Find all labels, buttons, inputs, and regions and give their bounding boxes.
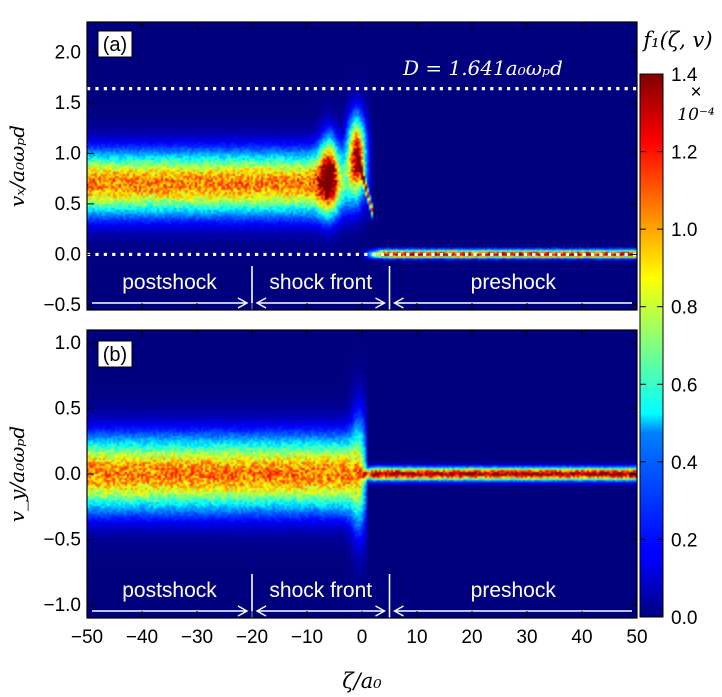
region-arrowhead — [255, 605, 267, 617]
x-tick-label: −10 — [291, 627, 323, 648]
colorbar-tick-label: 0.6 — [671, 375, 697, 396]
y-tick-label: 2.0 — [55, 42, 81, 63]
region-arrowhead — [393, 605, 404, 617]
x-tick-label: −30 — [181, 627, 213, 648]
panel-b-x-ticks: −50 −40 −30 −20 −10 0 10 20 30 40 50 — [71, 330, 648, 648]
region-label: postshock — [122, 579, 217, 602]
region-label: shock front — [269, 579, 372, 602]
colorbar-tick-label: 0.8 — [671, 298, 697, 319]
y-tick-label: 1.0 — [55, 333, 81, 354]
panel-b: postshock shock front preshock (b) −1.0 −0.… — [5, 329, 648, 648]
panel-b-heatmap — [87, 330, 637, 618]
colorbar-gradient — [639, 73, 664, 618]
y-tick-label: 1.0 — [55, 143, 81, 164]
x-tick-label: −40 — [126, 627, 158, 648]
region-arrowhead — [237, 297, 249, 309]
y-tick-label: −1.0 — [43, 595, 81, 616]
x-tick-label: 30 — [516, 627, 537, 648]
panel-a-label-box — [97, 30, 133, 58]
region-label: postshock — [122, 271, 217, 294]
panel-a-regions: postshock shock front preshock — [92, 266, 632, 310]
y-tick-label: 0.0 — [55, 244, 81, 265]
x-tick-label: 50 — [626, 627, 647, 648]
annotation-d: D = 1.641a₀ωₚd — [402, 56, 563, 80]
colorbar-tick-label: 1.2 — [671, 143, 697, 164]
region-arrowhead — [375, 605, 386, 617]
colorbar-tick-label: 1.0 — [671, 220, 697, 241]
panel-b-label: (b) — [103, 344, 127, 366]
y-tick-label: −0.5 — [43, 295, 81, 316]
panel-b-label-box — [97, 340, 133, 368]
region-arrowhead — [393, 297, 404, 309]
colorbar-ticks: 0.0 0.2 0.4 0.6 0.8 1.0 1.2 1.4 — [640, 65, 698, 629]
panel-a-x-ticks — [86, 22, 638, 310]
colorbar-tick-label: 0.0 — [671, 608, 697, 629]
panel-b-y-ticks: −1.0 −0.5 0.0 0.5 1.0 — [43, 333, 637, 616]
region-arrowhead — [255, 297, 267, 309]
y-tick-label: −0.5 — [43, 529, 81, 550]
x-tick-label: −20 — [236, 627, 268, 648]
colorbar-tick-label: 0.2 — [671, 530, 697, 551]
panel-a: postshock shock front preshock D = 1.641a₀… — [5, 21, 638, 316]
region-label: preshock — [471, 579, 557, 602]
y-tick-label: 1.5 — [55, 93, 81, 114]
y-tick-label: 0.5 — [55, 399, 81, 420]
x-tick-label: 40 — [571, 627, 592, 648]
x-axis-label: ζ/a₀ — [342, 669, 382, 693]
region-arrowhead — [375, 297, 386, 309]
region-label: preshock — [471, 271, 557, 294]
panel-b-y-axis-label: v_y/a₀ωₚd — [5, 426, 29, 522]
region-label: shock front — [269, 271, 372, 294]
panel-a-heatmap — [87, 22, 637, 310]
panel-a-label: (a) — [103, 34, 127, 56]
colorbar-multiplier: × — [690, 82, 701, 103]
colorbar-tick-label: 1.4 — [671, 65, 698, 86]
y-tick-label: 0.5 — [55, 194, 81, 215]
colorbar: f₁(ζ, v) 0.0 0.2 0.4 0.6 0.8 1.0 1.2 1.4 × 10⁻⁴ — [639, 28, 715, 629]
y-tick-label: 0.0 — [55, 464, 81, 485]
panel-a-y-axis-label: vₓ/a₀ωₚd — [5, 125, 29, 207]
panel-a-y-ticks: −0.5 0.0 0.5 1.0 1.5 2.0 — [43, 42, 637, 316]
colorbar-title: f₁(ζ, v) — [641, 28, 712, 52]
region-arrowhead — [237, 605, 249, 617]
colorbar-tick-label: 0.4 — [671, 453, 698, 474]
panel-b-regions: postshock shock front preshock — [92, 574, 632, 618]
x-tick-label: 10 — [406, 627, 427, 648]
x-tick-label: 20 — [461, 627, 482, 648]
x-tick-label: 0 — [357, 627, 368, 648]
colorbar-multiplier-exp: 10⁻⁴ — [677, 105, 715, 125]
x-tick-label: −50 — [71, 627, 103, 648]
